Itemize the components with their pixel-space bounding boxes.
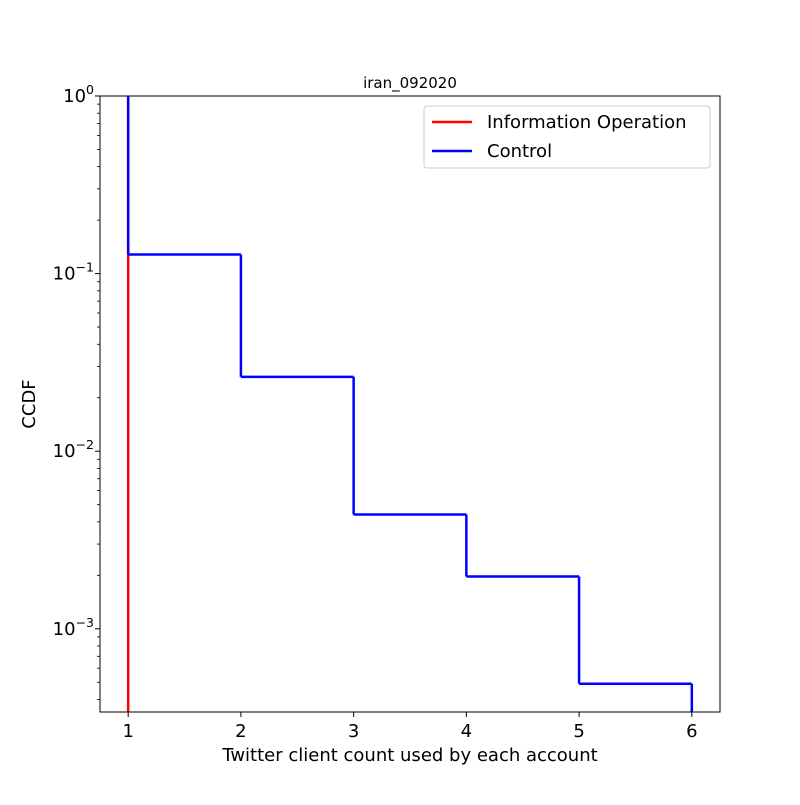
chart-title: iran_092020	[363, 74, 457, 93]
y-axis-label: CCDF	[19, 379, 40, 428]
x-tick-label: 4	[461, 721, 472, 742]
legend-label: Control	[487, 141, 552, 162]
legend-label: Information Operation	[487, 112, 687, 133]
x-tick-label: 5	[573, 721, 584, 742]
x-tick-label: 3	[348, 721, 359, 742]
x-tick-label: 1	[122, 721, 133, 742]
x-tick-label: 2	[235, 721, 246, 742]
legend: Information Operation Control	[424, 106, 710, 168]
x-tick-label: 6	[686, 721, 697, 742]
x-axis-label: Twitter client count used by each accoun…	[221, 745, 597, 766]
